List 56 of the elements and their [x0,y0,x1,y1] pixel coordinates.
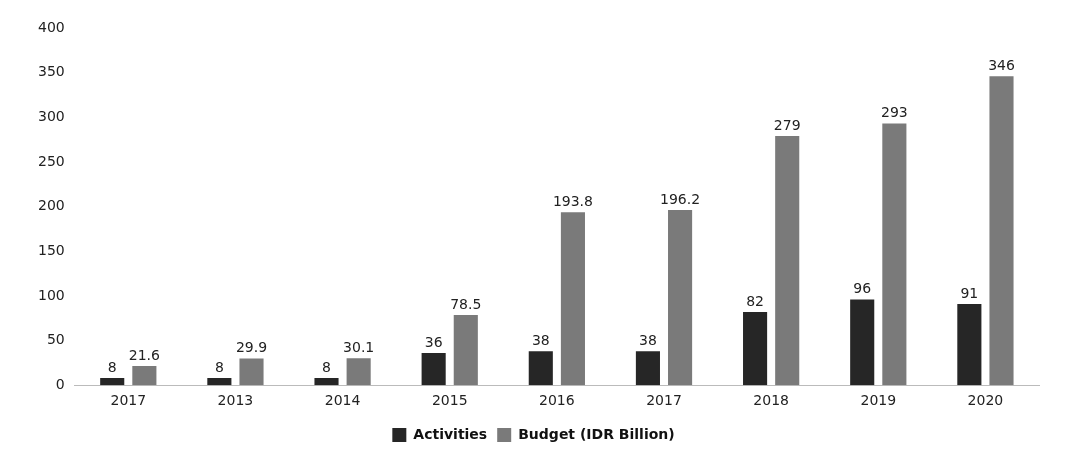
y-tick-label: 200 [37,197,65,214]
data-label: 293 [880,104,908,121]
bar [635,351,660,386]
legend-label: Activities [413,425,488,442]
bar [989,76,1014,386]
bar [239,358,264,386]
bar [775,136,800,386]
data-label: 8 [107,358,117,375]
bar [314,378,339,386]
bar [850,299,875,386]
x-tick-label: 2018 [753,392,789,409]
bar [882,123,907,386]
bar [743,311,768,386]
y-tick-label: 300 [37,107,65,124]
data-label: 30.1 [343,338,375,355]
bar [957,303,982,386]
data-label: 82 [746,292,764,309]
x-tick-label: 2020 [967,392,1004,409]
x-tick-label: 2013 [217,392,254,409]
data-label: 38 [531,331,550,348]
bar [560,212,585,386]
x-tick-label: 2019 [860,392,897,409]
data-label: 8 [322,358,331,375]
bar [207,378,232,386]
y-tick-label: 250 [37,152,65,169]
data-label: 346 [988,56,1015,73]
data-label: 91 [960,284,979,301]
data-label: 196.2 [660,190,701,207]
data-label: 29.9 [235,339,268,356]
y-tick-label: 400 [37,18,65,35]
y-tick-label: 100 [37,286,65,303]
data-label: 36 [424,333,443,350]
x-tick-label: 2017 [110,392,147,409]
bar [453,315,478,386]
bar [346,358,371,386]
data-label: 21.6 [128,346,161,363]
bar [421,353,446,386]
y-tick-label: 350 [37,63,65,80]
x-tick-label: 2016 [539,392,575,409]
data-label: 279 [773,116,801,133]
legend-label: Budget (IDR Billion) [518,425,675,442]
y-tick-label: 50 [46,331,65,348]
y-tick-label: 0 [55,375,65,392]
y-tick-label: 150 [37,241,65,258]
x-tick-label: 2014 [324,392,361,409]
bar [100,378,125,386]
data-label: 8 [214,358,224,375]
bar [528,351,553,386]
x-tick-label: 2015 [431,392,468,409]
data-label: 96 [853,280,872,297]
x-tick-label: 2017 [646,392,682,409]
data-label: 38 [639,331,657,348]
bar [132,365,157,386]
data-label: 78.5 [450,295,482,312]
bar [668,209,693,386]
data-label: 193.8 [552,192,593,209]
